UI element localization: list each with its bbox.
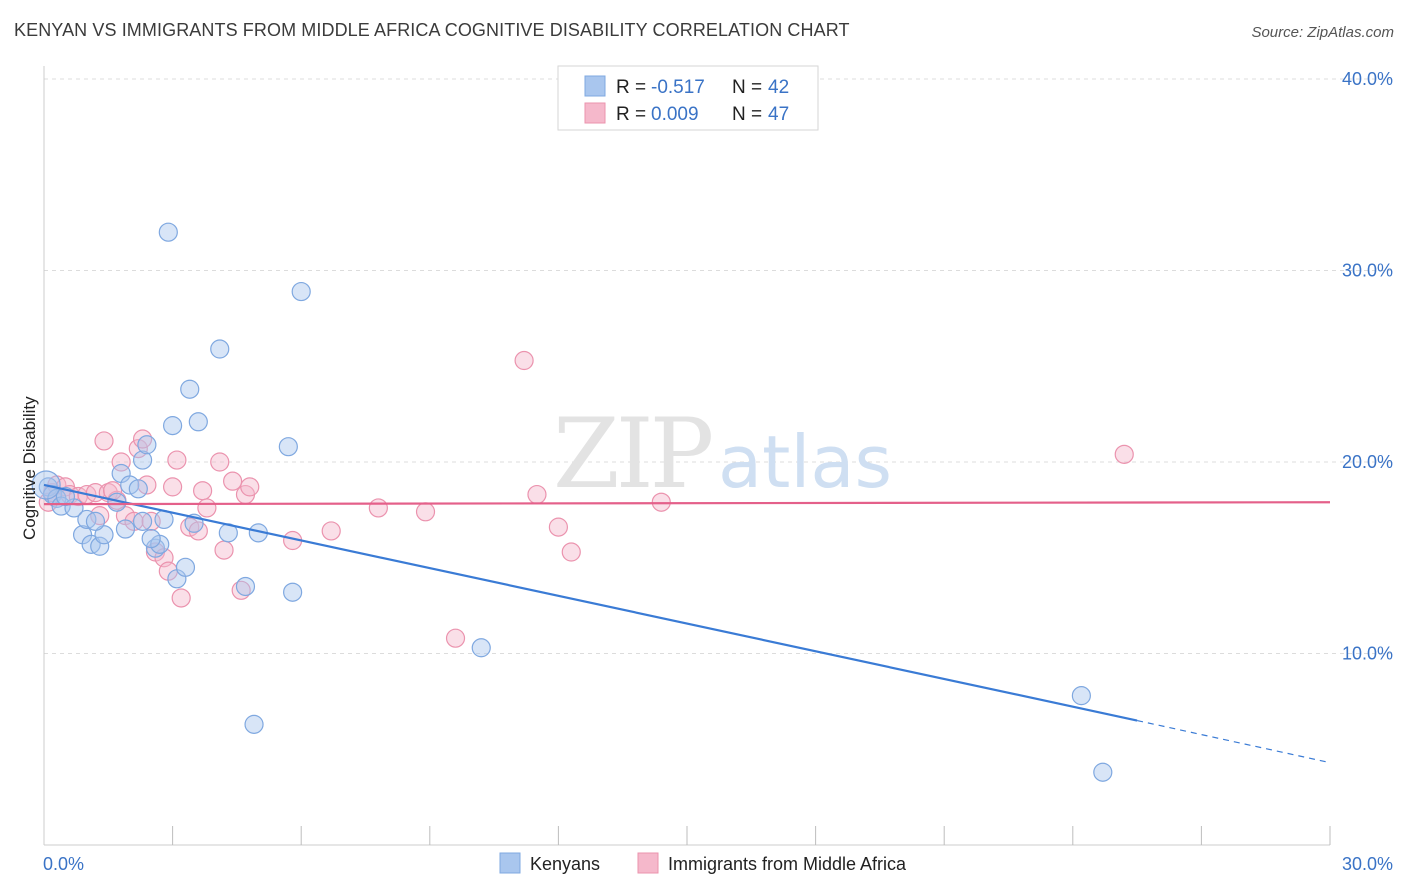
kenyans-point-39 — [85, 511, 106, 531]
immigrants-point-40 — [514, 350, 534, 371]
legend-swatch-kenyans — [584, 75, 606, 97]
immigrants-point-39 — [445, 628, 466, 648]
y-axis-label: Cognitive Disability — [20, 396, 39, 540]
immigrants-point-36 — [321, 521, 341, 541]
kenyans-point-28 — [210, 339, 230, 359]
kenyans-point-14 — [128, 479, 148, 499]
kenyans-point-31 — [244, 714, 264, 734]
immigrants-point-31 — [223, 471, 243, 491]
immigrants-point-28 — [197, 498, 217, 518]
immigrants-point-37 — [368, 498, 388, 518]
watermark-zip: ZIP — [553, 398, 712, 510]
immigrants-point-9 — [94, 431, 114, 451]
immigrants-point-27 — [193, 481, 213, 501]
legend-n-value-1: 42 — [768, 77, 789, 98]
legend-r-value-2: 0.009 — [651, 104, 699, 125]
legend-n-label-1: N = — [732, 77, 762, 98]
immigrants-point-38 — [415, 502, 436, 522]
kenyans-point-33 — [278, 437, 298, 457]
immigrants-point-43 — [561, 542, 581, 562]
kenyans-point-26 — [188, 412, 208, 432]
bottom-legend: Kenyans Immigrants from Middle Africa — [499, 852, 907, 874]
kenyans-point-41 — [141, 528, 161, 549]
kenyans-point-8 — [90, 536, 110, 556]
legend-r-label-1: R = — [616, 77, 646, 98]
x-tick-label-max: 30.0% — [1342, 854, 1393, 874]
immigrants-point-29 — [210, 452, 230, 472]
source-label: Source: ZipAtlas.com — [1251, 24, 1394, 41]
chart-title: KENYAN VS IMMIGRANTS FROM MIDDLE AFRICA … — [14, 20, 850, 40]
immigrants-point-45 — [1114, 444, 1134, 464]
kenyans-point-15 — [132, 511, 153, 531]
kenyans-point-17 — [137, 435, 157, 455]
kenyans-point-34 — [283, 582, 303, 602]
immigrants-point-34 — [240, 477, 260, 497]
axes — [43, 66, 1331, 846]
kenyans-point-38 — [1093, 762, 1113, 782]
y-tick-label-0: 10.0% — [1342, 644, 1393, 664]
bottom-legend-immigrants: Immigrants from Middle Africa — [668, 854, 907, 874]
immigrants-point-24 — [171, 588, 191, 608]
y-tick-label-3: 40.0% — [1342, 69, 1393, 89]
legend-r-label-2: R = — [616, 104, 646, 125]
watermark: ZIP atlas — [553, 398, 892, 510]
kenyans-trend-extension — [1136, 719, 1331, 764]
legend-n-label-2: N = — [732, 104, 762, 125]
legend: R = -0.517 N = 42 R = 0.009 N = 47 — [557, 65, 819, 131]
kenyans-point-12 — [115, 519, 136, 539]
immigrants-point-23 — [167, 450, 187, 470]
kenyans-point-21 — [158, 222, 178, 242]
immigrants-point-41 — [527, 484, 547, 505]
immigrants-trend-line — [43, 501, 1331, 506]
kenyans-point-37 — [1071, 686, 1091, 706]
immigrants-point-12 — [111, 452, 131, 472]
immigrants-point-30 — [214, 540, 234, 560]
legend-r-value-1: -0.517 — [651, 77, 705, 98]
watermark-atlas: atlas — [718, 420, 892, 504]
grid-lines — [44, 78, 1392, 654]
bottom-legend-swatch-kenyans — [499, 852, 521, 874]
legend-swatch-immigrants — [584, 102, 606, 124]
bottom-legend-kenyans: Kenyans — [530, 854, 600, 874]
kenyans-trend-line — [43, 483, 1138, 722]
kenyans-point-30 — [235, 576, 256, 597]
legend-n-value-2: 47 — [768, 104, 789, 125]
kenyans-point-22 — [163, 416, 183, 436]
immigrants-point-22 — [163, 477, 183, 497]
x-tick-label-min: 0.0% — [43, 854, 84, 874]
kenyans-point-24 — [175, 557, 196, 577]
y-tick-label-1: 20.0% — [1342, 452, 1393, 472]
y-tick-labels: 10.0% 20.0% 30.0% 40.0% — [1342, 69, 1393, 664]
kenyans-point-35 — [291, 281, 311, 302]
bottom-legend-swatch-immigrants — [637, 852, 659, 874]
y-tick-label-2: 30.0% — [1342, 261, 1393, 281]
kenyans-point-16 — [132, 450, 153, 470]
kenyans-point-36 — [471, 638, 491, 658]
kenyans-point-40 — [55, 486, 76, 507]
immigrants-point-42 — [548, 517, 569, 537]
kenyans-point-25 — [180, 379, 200, 399]
kenyans-point-9 — [94, 525, 114, 545]
trend-lines — [43, 483, 1331, 764]
